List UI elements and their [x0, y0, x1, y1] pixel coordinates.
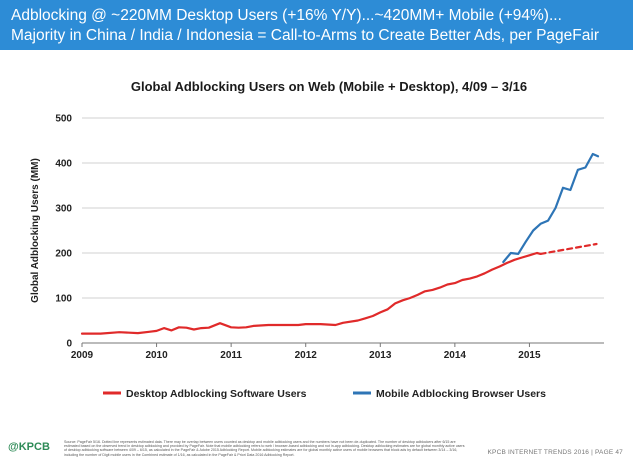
y-tick-label-500: 500 — [55, 114, 72, 125]
source-footnote: Source: PageFair 5/16. Dotted line repre… — [64, 440, 465, 457]
legend-label-mobile-adblocking-browser-users: Mobile Adblocking Browser Users — [376, 388, 546, 400]
x-tick-label-2015: 2015 — [518, 350, 541, 361]
x-tick-label-2011: 2011 — [220, 350, 242, 361]
y-tick-label-400: 400 — [55, 159, 72, 170]
kpcb-brand-logo: @KPCB — [8, 441, 50, 453]
x-tick-label-2010: 2010 — [145, 350, 168, 361]
y-tick-label-200: 200 — [55, 249, 72, 260]
x-tick-label-2014: 2014 — [444, 350, 467, 361]
x-tick-label-2009: 2009 — [71, 350, 94, 361]
series-line-desktop-adblocking-software-users-projected — [539, 242, 598, 255]
slide-title-line-1: Adblocking @ ~220MM Desktop Users (+16% … — [11, 7, 562, 24]
series-line-mobile-adblocking-browser-users — [502, 152, 600, 264]
y-tick-label-100: 100 — [55, 294, 72, 305]
y-tick-label-0: 0 — [66, 339, 72, 350]
series-line-desktop-adblocking-software-users — [80, 251, 542, 335]
page-footer: KPCB INTERNET TRENDS 2016 | PAGE 47 — [487, 449, 623, 456]
slide-title-line-2: Majority in China / India / Indonesia = … — [11, 27, 599, 44]
x-tick-label-2012: 2012 — [295, 350, 318, 361]
chart-title: Global Adblocking Users on Web (Mobile +… — [131, 79, 527, 94]
slide-header: Adblocking @ ~220MM Desktop Users (+16% … — [0, 0, 633, 50]
y-tick-label-300: 300 — [55, 204, 72, 215]
x-tick-label-2013: 2013 — [369, 350, 392, 361]
y-axis-label: Global Adblocking Users (MM) — [30, 158, 41, 303]
legend-label-desktop-adblocking-software-users: Desktop Adblocking Software Users — [126, 388, 307, 400]
